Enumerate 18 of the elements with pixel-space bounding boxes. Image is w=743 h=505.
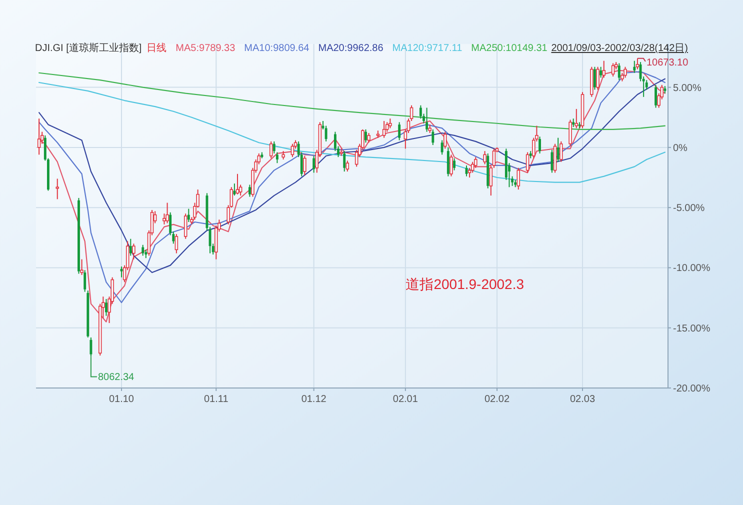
x-tick-label: 01.11 [204, 394, 229, 405]
chart-subtitle: DJI.GI [道琼斯工业指数] [35, 42, 142, 54]
x-tick-label: 02.03 [570, 394, 596, 405]
x-tick-label: 02.01 [392, 394, 418, 405]
y-tick-label: 0% [673, 142, 688, 154]
annotation: 10673.10 [646, 57, 689, 68]
x-tick-label: 02.02 [484, 394, 510, 405]
legend: 日线 MA5:9789.33 MA10:9809.64 MA20:9962.86 MA120:9717.11 MA250:10149.31 [146, 43, 548, 54]
annotation: 8062.34 [98, 372, 135, 384]
text: 道指2001.9-2002.3 [406, 276, 524, 292]
y-tick-label: -10.00% [673, 263, 710, 274]
x-tick-label: 01.12 [301, 394, 327, 405]
annotation: 2001/09/03-2002/03/28(142日) [551, 43, 688, 54]
y-tick-label: 5.00% [673, 82, 702, 94]
y-tick-label: -15.00% [673, 323, 710, 334]
y-tick-label: -20.00% [673, 384, 710, 394]
y-tick-label: -5.00% [673, 203, 705, 214]
x-tick-label: 01.10 [108, 394, 134, 405]
